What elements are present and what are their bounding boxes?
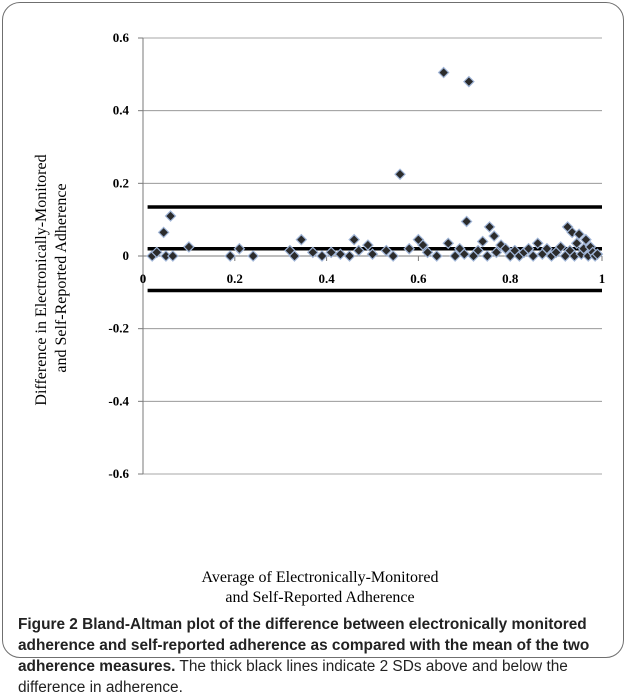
data-point: [463, 75, 475, 88]
data-point: [490, 246, 503, 259]
x-tick-label: 0.6: [410, 271, 427, 286]
data-point: [442, 237, 455, 250]
data-point: [164, 210, 177, 222]
data-point: [403, 242, 416, 255]
data-point: [417, 239, 429, 251]
x-axis-title-line-2: and Self-Reported Adherence: [225, 589, 415, 606]
data-point: [541, 242, 553, 255]
data-point: [483, 221, 496, 233]
data-point: [460, 215, 473, 228]
y-tick-labels: 0.6 0.4 0.2 0 -0.2 -0.4 -0.6: [108, 30, 129, 481]
data-point: [570, 237, 583, 250]
data-point: [380, 244, 393, 257]
data-point: [476, 235, 489, 248]
y-axis-title: Difference in Electronically-Monitored a…: [33, 150, 70, 405]
data-point: [481, 250, 494, 262]
data-point: [288, 250, 301, 262]
data-point: [499, 242, 512, 255]
x-tick-label: 0.4: [318, 271, 335, 286]
caption-title: Bland-Altman plot of the difference betw…: [18, 616, 590, 675]
data-point: [430, 250, 443, 262]
y-axis-title-line-2: and Self-Reported Adherence: [53, 183, 70, 372]
data-point: [387, 250, 400, 262]
data-point: [362, 239, 374, 251]
data-point: [343, 250, 356, 262]
y-tick-label: -0.6: [108, 466, 129, 481]
data-point: [527, 250, 539, 262]
data-point: [306, 246, 319, 259]
data-point: [233, 242, 246, 255]
x-tick-label: 0: [140, 271, 147, 286]
bland-altman-chart: 0.6 0.4 0.2 0 -0.2 -0.4 -0.6 0 0.2 0.4 0.6 0.8 1 Di…: [33, 30, 606, 481]
grid-lines: [143, 37, 602, 475]
data-point: [166, 250, 179, 262]
data-point: [352, 244, 365, 257]
x-tick-label: 1: [599, 271, 606, 286]
x-tick-label: 0.8: [502, 271, 519, 286]
data-point: [316, 250, 328, 262]
y-tick-label: 0.2: [113, 175, 129, 190]
data-point: [580, 233, 592, 246]
data-point: [472, 244, 484, 257]
y-axis-title-line-1: Difference in Electronically-Monitored: [33, 154, 50, 405]
figure-caption: Figure 2 Bland-Altman plot of the differ…: [18, 614, 608, 698]
data-point: [449, 250, 461, 262]
figure-frame: [2, 2, 624, 658]
data-point: [224, 250, 237, 262]
data-point: [531, 237, 544, 250]
data-point: [437, 66, 450, 79]
data-point: [150, 246, 163, 259]
y-tick-label: 0: [123, 248, 130, 263]
data-points: [146, 66, 604, 262]
data-point: [554, 241, 567, 253]
caption-label: Figure 2: [18, 616, 78, 633]
data-point: [157, 226, 170, 239]
data-point: [591, 248, 604, 261]
x-axis-title: Average of Electronically-Monitored and …: [150, 568, 490, 608]
data-point: [522, 242, 535, 255]
data-point: [458, 248, 471, 261]
data-point: [366, 248, 379, 261]
data-point: [295, 233, 308, 246]
data-point: [247, 250, 260, 262]
data-point: [488, 230, 500, 242]
x-tick-labels: 0 0.2 0.4 0.6 0.8 1: [140, 271, 606, 286]
x-axis-title-line-1: Average of Electronically-Monitored: [201, 569, 439, 586]
y-tick-label: -0.4: [108, 393, 129, 408]
data-point: [348, 233, 360, 246]
y-tick-label: -0.2: [108, 321, 129, 336]
x-tick-label: 0.2: [227, 271, 243, 286]
data-point: [325, 246, 338, 259]
y-tick-label: 0.6: [113, 30, 130, 45]
data-point: [183, 241, 195, 253]
data-point: [334, 248, 347, 261]
data-point: [394, 168, 406, 181]
y-tick-label: 0.4: [113, 103, 130, 118]
data-point: [421, 246, 434, 259]
data-point: [573, 228, 585, 241]
